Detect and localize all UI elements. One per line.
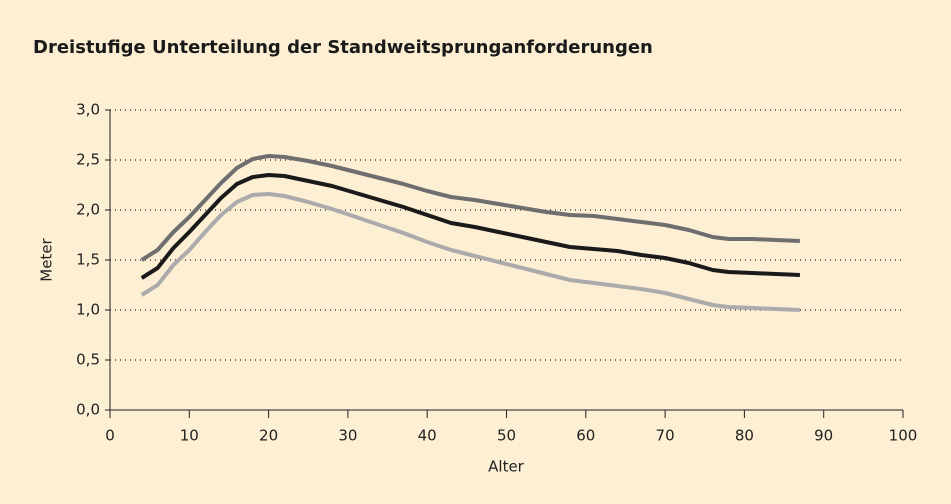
y-axis-label: Meter [38, 237, 56, 281]
series-line [140, 173, 800, 280]
x-tick-label: 60 [576, 427, 595, 445]
x-tick-label: 100 [889, 427, 918, 445]
x-tick-label: 40 [418, 427, 437, 445]
chart-title: Dreistufige Unterteilung der Standweitsp… [33, 37, 653, 58]
x-tick-label: 0 [105, 427, 115, 445]
y-tick-label: 1,0 [76, 301, 100, 319]
x-tick-label: 90 [814, 427, 833, 445]
x-tick-label: 30 [338, 427, 357, 445]
x-tick-label: 20 [259, 427, 278, 445]
y-tick-label: 1,5 [76, 251, 100, 269]
y-tick-label: 2,5 [76, 151, 100, 169]
x-tick-label: 50 [497, 427, 516, 445]
x-tick-label: 70 [656, 427, 675, 445]
series-line [140, 154, 800, 262]
x-tick-label: 10 [180, 427, 199, 445]
x-axis-label: Alter [488, 458, 525, 476]
series-line [140, 192, 800, 312]
x-tick-label: 80 [735, 427, 754, 445]
y-tick-label: 2,0 [76, 201, 100, 219]
y-tick-label: 0,5 [76, 351, 100, 369]
y-tick-label: 3,0 [76, 101, 100, 119]
y-tick-label: 0,0 [76, 401, 100, 419]
